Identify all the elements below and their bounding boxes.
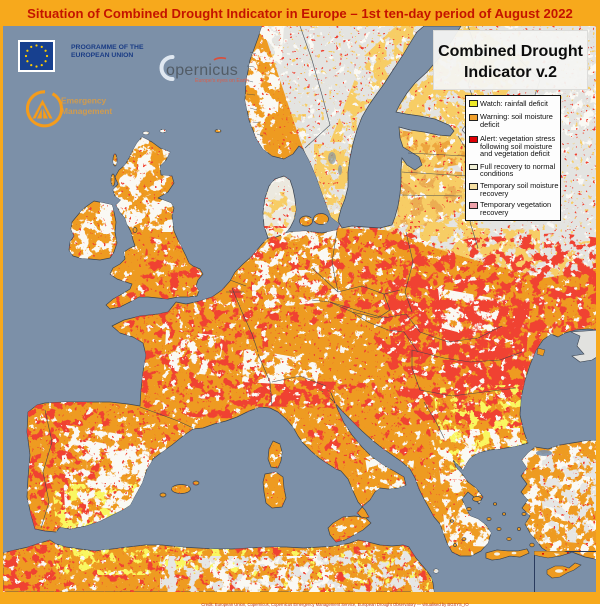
svg-text:Management: Management xyxy=(61,106,112,116)
svg-text:Europe's eyes on Earth: Europe's eyes on Earth xyxy=(195,78,249,84)
svg-text:Emergency: Emergency xyxy=(61,96,106,106)
svg-text:opernicus: opernicus xyxy=(166,62,238,79)
